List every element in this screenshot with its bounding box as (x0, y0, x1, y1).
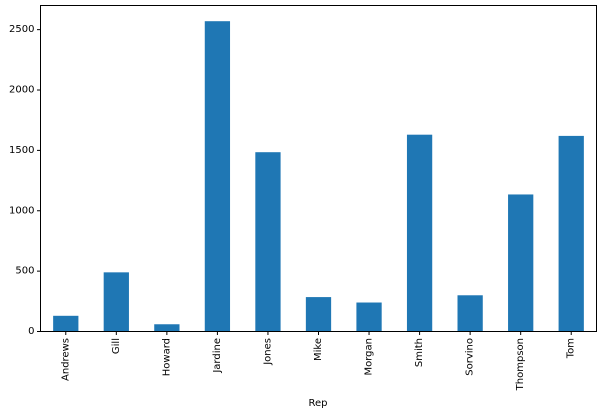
y-tick-label: 2000 (9, 85, 34, 96)
bar-gill (103, 272, 129, 332)
y-tick-label: 1000 (9, 205, 34, 216)
bar-thompson (508, 194, 534, 332)
bar-tom (558, 135, 584, 332)
x-tick-label-andrews: Andrews (60, 338, 71, 381)
x-tick-label-sorvino: Sorvino (465, 338, 476, 376)
bar-mike (305, 297, 332, 332)
bar-morgan (356, 302, 382, 332)
y-tick-label: 2500 (9, 24, 34, 35)
bar-andrews (53, 315, 79, 332)
x-tick-label-jardine: Jardine (212, 338, 223, 374)
x-tick-label-jones: Jones (262, 338, 273, 366)
y-tick-label: 0 (28, 326, 34, 337)
y-tick-label: 1500 (9, 145, 34, 156)
axes-layer (37, 5, 597, 335)
bar-smith (406, 134, 433, 332)
y-tick-label: 500 (15, 266, 34, 277)
x-tick-label-mike: Mike (313, 338, 324, 361)
x-tick-label-thompson: Thompson (515, 338, 526, 391)
bar-jones (255, 152, 281, 332)
bar-howard (154, 324, 180, 332)
x-axis-title: Rep (309, 398, 328, 409)
x-tick-label-morgan: Morgan (364, 338, 375, 376)
tick-labels-layer: 0 500 1000 1500 2000 2500 Andrews Gill Howard Jar… (9, 24, 577, 391)
x-tick-label-smith: Smith (414, 338, 425, 367)
x-tick-label-howard: Howard (161, 338, 172, 376)
x-tick-label-tom: Tom (566, 338, 577, 359)
bar-jardine (204, 21, 231, 332)
bar-sorvino (457, 295, 483, 332)
x-tick-label-gill: Gill (111, 338, 122, 354)
bars-layer (53, 21, 584, 332)
